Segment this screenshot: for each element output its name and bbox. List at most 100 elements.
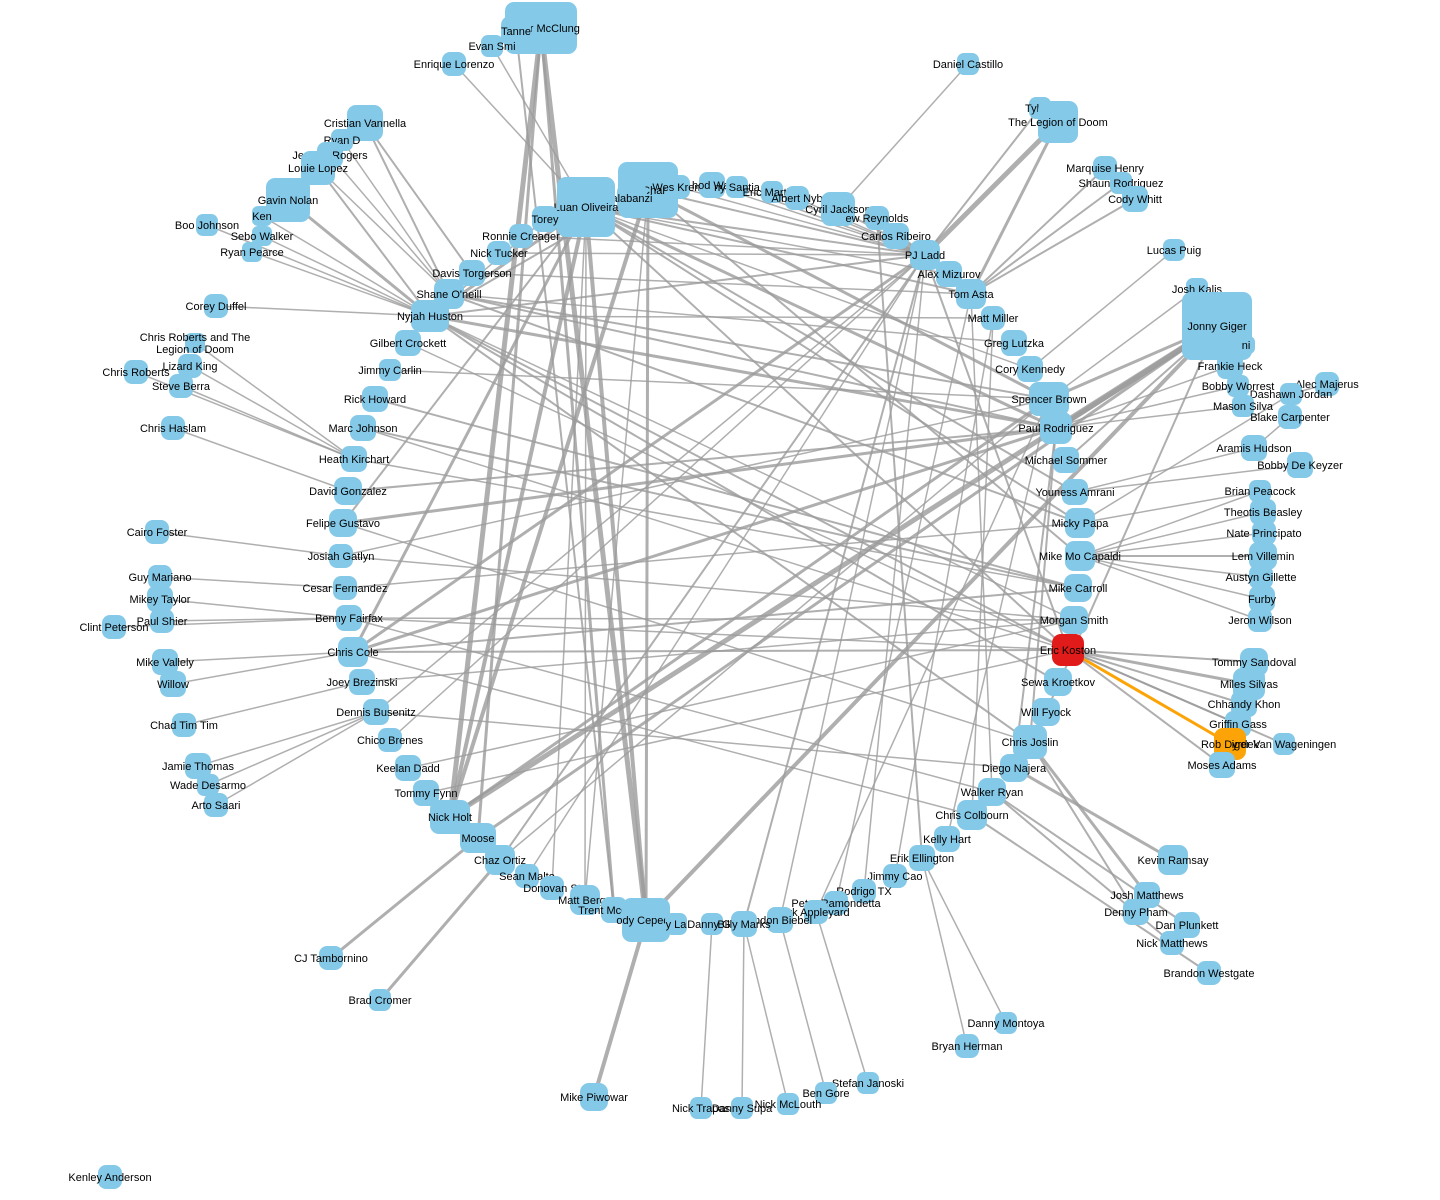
graph-node-stefan-janoski[interactable]: Stefan Janoski: [832, 1072, 904, 1094]
graph-node-cesar-fernandez[interactable]: Cesar Fernandez: [303, 576, 388, 600]
node-box[interactable]: [1174, 912, 1200, 938]
node-box[interactable]: [160, 671, 186, 697]
node-box[interactable]: [761, 181, 783, 203]
graph-node-sean-malto[interactable]: Sean Malto: [499, 864, 555, 888]
node-box[interactable]: [1209, 752, 1235, 778]
node-box[interactable]: [1017, 356, 1043, 382]
graph-node-y-la[interactable]: y La: [665, 913, 687, 935]
node-box[interactable]: [148, 565, 172, 589]
node-box[interactable]: [204, 294, 228, 318]
node-box[interactable]: [1248, 608, 1272, 632]
node-box[interactable]: [955, 1034, 979, 1058]
node-box[interactable]: [580, 1083, 608, 1111]
graph-node-furby[interactable]: Furby: [1248, 586, 1277, 612]
node-box[interactable]: [242, 242, 262, 262]
graph-node-arto-saari[interactable]: Arto Saari: [192, 793, 241, 817]
node-box[interactable]: [1250, 499, 1276, 525]
node-box[interactable]: [411, 300, 449, 332]
graph-node-alec-majerus[interactable]: Alec Majerus: [1295, 372, 1359, 396]
graph-node-rick-howard[interactable]: Rick Howard: [344, 386, 406, 412]
graph-node-brad-cromer[interactable]: Brad Cromer: [349, 989, 412, 1011]
node-box[interactable]: [1252, 521, 1276, 545]
node-box[interactable]: [981, 306, 1005, 330]
graph-node-chaz-ortiz[interactable]: Chaz Ortiz: [474, 845, 526, 875]
node-box[interactable]: [1001, 330, 1027, 356]
graph-node-ew-reynolds[interactable]: ew Reynolds: [846, 206, 909, 230]
node-box[interactable]: [1052, 634, 1084, 666]
node-box[interactable]: [532, 206, 558, 232]
node-box[interactable]: [1237, 336, 1255, 354]
node-box[interactable]: [378, 728, 402, 752]
graph-node-daniel-castillo[interactable]: Daniel Castillo: [933, 53, 1003, 75]
graph-node-chris-roberts[interactable]: Chris Roberts: [102, 360, 170, 384]
graph-node-keelan-dadd[interactable]: Keelan Dadd: [376, 755, 440, 781]
graph-node-enrique-lorenzo[interactable]: Enrique Lorenzo: [414, 52, 495, 76]
node-box[interactable]: [1000, 754, 1028, 782]
graph-node-walker-ryan[interactable]: Walker Ryan: [961, 778, 1024, 806]
graph-node-cristian-vannella[interactable]: Cristian Vannella: [324, 105, 407, 141]
graph-node-bobby-de-keyzer[interactable]: Bobby De Keyzer: [1257, 452, 1343, 478]
node-box[interactable]: [540, 876, 564, 900]
node-box[interactable]: [1038, 101, 1078, 143]
node-box[interactable]: [413, 780, 439, 806]
node-box[interactable]: [570, 885, 600, 915]
graph-node-theotis-beasley[interactable]: Theotis Beasley: [1224, 499, 1303, 525]
graph-node-van-wageningen[interactable]: iger Van Wageningen: [1232, 733, 1337, 755]
graph-node-mike-carroll[interactable]: Mike Carroll: [1049, 574, 1108, 602]
graph-node-alex-mizurov[interactable]: Alex Mizurov: [918, 261, 981, 287]
node-box[interactable]: [102, 615, 126, 639]
node-box[interactable]: [1280, 383, 1302, 405]
node-box[interactable]: [185, 333, 205, 353]
node-box[interactable]: [857, 1072, 879, 1094]
graph-node-brandon-westgate[interactable]: Brandon Westgate: [1164, 961, 1255, 985]
graph-node-legion-of-doom[interactable]: The Legion of Doom: [1008, 101, 1108, 143]
graph-node-willow[interactable]: Willow: [157, 671, 189, 697]
node-box[interactable]: [1044, 668, 1072, 696]
graph-node-nick-holt[interactable]: Nick Holt: [428, 800, 472, 834]
graph-node-jonny-giger[interactable]: Jonny Giger: [1182, 292, 1252, 360]
node-box[interactable]: [329, 544, 353, 568]
node-box[interactable]: [865, 206, 889, 230]
graph-node-cody-cepeda[interactable]: ody Cepeda: [616, 898, 677, 942]
graph-node-felipe-gustavo[interactable]: Felipe Gustavo: [306, 509, 380, 537]
node-box[interactable]: [1040, 412, 1072, 444]
node-box[interactable]: [362, 386, 388, 412]
node-box[interactable]: [601, 897, 627, 923]
node-box[interactable]: [430, 800, 470, 834]
graph-node-lizard-king[interactable]: Lizard King: [162, 354, 218, 378]
graph-node-donovan-s[interactable]: Donovan St: [523, 876, 581, 900]
node-box[interactable]: [1217, 353, 1243, 379]
node-box[interactable]: [347, 105, 383, 141]
graph-node-wade-desarmo[interactable]: Wade Desarmo: [170, 774, 246, 796]
graph-node-rodrigo-tx[interactable]: Rodrigo TX: [836, 879, 892, 903]
graph-node-hod-wai[interactable]: hod Wai: [692, 172, 732, 198]
node-box[interactable]: [1249, 542, 1277, 570]
node-box[interactable]: [124, 360, 148, 384]
node-box[interactable]: [815, 1082, 837, 1104]
graph-node-michael-sommer[interactable]: Michael Sommer: [1025, 447, 1108, 473]
graph-node-chris-joslin[interactable]: Chris Joslin: [1002, 725, 1059, 759]
graph-node-mikey-taylor[interactable]: Mikey Taylor: [130, 586, 191, 612]
graph-node-cairo-foster[interactable]: Cairo Foster: [127, 520, 188, 544]
graph-node-luan-oliveira[interactable]: Luan Oliveira: [554, 177, 620, 237]
graph-node-pj-ladd[interactable]: PJ Ladd: [905, 240, 945, 270]
node-box[interactable]: [995, 1012, 1017, 1034]
node-box[interactable]: [172, 713, 196, 737]
node-box[interactable]: [147, 586, 173, 612]
node-box[interactable]: [883, 223, 909, 249]
node-box[interactable]: [731, 911, 757, 937]
node-box[interactable]: [485, 845, 515, 875]
node-box[interactable]: [481, 35, 503, 57]
graph-node-brian-peacock[interactable]: Brian Peacock: [1225, 480, 1296, 502]
node-box[interactable]: [1273, 733, 1295, 755]
node-box[interactable]: [333, 576, 357, 600]
node-box[interactable]: [1060, 606, 1088, 634]
node-box[interactable]: [1315, 372, 1339, 396]
graph-node-tom-asta[interactable]: Tom Asta: [948, 279, 994, 309]
graph-node-steve-berra[interactable]: Steve Berra: [152, 374, 211, 398]
graph-node-chris-cole[interactable]: Chris Cole: [327, 637, 379, 667]
graph-node-paul-shier[interactable]: Paul Shier: [137, 609, 188, 633]
graph-node-wes-krem[interactable]: Wes Krem: [652, 175, 704, 199]
node-box[interactable]: [690, 1097, 712, 1119]
